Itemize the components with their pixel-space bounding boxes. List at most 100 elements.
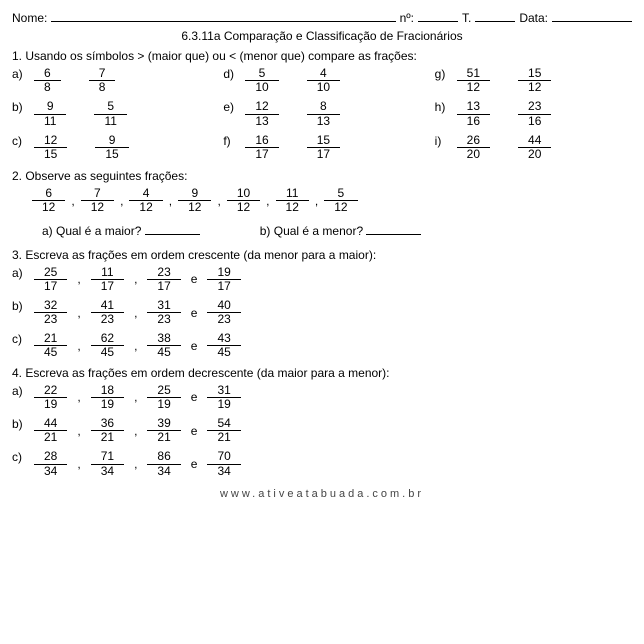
denominator: 10 — [245, 81, 278, 94]
denominator: 23 — [207, 313, 240, 326]
separator-comma: , — [73, 272, 84, 286]
fraction: 712 — [81, 187, 114, 214]
denominator: 12 — [457, 81, 490, 94]
separator-comma: , — [73, 306, 84, 320]
q2-sub-b: b) Qual é a menor? — [260, 223, 422, 238]
q2-sub-b-text: b) Qual é a menor? — [260, 224, 363, 238]
fraction: 6245 — [91, 332, 124, 359]
fraction-pair: 9 11511 — [34, 100, 127, 127]
numerator: 15 — [518, 67, 551, 81]
denominator: 17 — [245, 148, 278, 161]
fraction: 1617 — [245, 134, 278, 161]
fraction: 2219 — [34, 384, 67, 411]
denominator: 45 — [91, 346, 124, 359]
fraction: 68 — [34, 67, 61, 94]
numerator: 9 — [178, 187, 211, 201]
fraction: 511 — [94, 100, 126, 127]
fraction-row: a)2517,1117,2317e1917 — [12, 266, 632, 293]
numerator: 32 — [34, 299, 67, 313]
q2-sub-a-blank[interactable] — [145, 223, 200, 235]
q1-item: c)1215915 — [12, 134, 209, 161]
numerator: 39 — [147, 417, 180, 431]
numerator: 86 — [147, 450, 180, 464]
numerator: 40 — [207, 299, 240, 313]
fraction-sequence: 2834,7134,8634e7034 — [34, 450, 241, 477]
fraction: 1517 — [307, 134, 340, 161]
denominator: 16 — [457, 115, 490, 128]
denominator: 34 — [207, 465, 240, 478]
denominator: 12 — [178, 201, 211, 214]
separator-comma: , — [71, 194, 74, 208]
item-label: i) — [435, 134, 449, 148]
denominator: 21 — [207, 431, 240, 444]
fraction-pair: 1213813 — [245, 100, 340, 127]
numerator: 23 — [147, 266, 180, 280]
fraction-row: a) 2219,1819,2519e3119 — [12, 384, 632, 411]
denominator: 12 — [81, 201, 114, 214]
item-label: a) — [12, 67, 26, 81]
item-label: f) — [223, 134, 237, 148]
row-label: a) — [12, 384, 28, 398]
fraction: 5112 — [457, 67, 490, 94]
denominator: 45 — [207, 346, 240, 359]
denominator: 12 — [518, 81, 551, 94]
denominator: 23 — [147, 313, 180, 326]
fraction-sequence: 2219,1819,2519e3119 — [34, 384, 241, 411]
numerator: 7 — [89, 67, 116, 81]
separator-e: e — [187, 424, 202, 438]
denominator: 17 — [207, 280, 240, 293]
separator-e: e — [187, 306, 202, 320]
numerator: 22 — [34, 384, 67, 398]
numerator: 23 — [518, 100, 551, 114]
denominator: 11 — [94, 115, 126, 128]
q1-grid: a)6878d)510410g)51121512b)911511e)121381… — [12, 67, 632, 161]
denominator: 23 — [34, 313, 67, 326]
q1-instruction: 1. Usando os símbolos > (maior que) ou <… — [12, 49, 632, 63]
fraction: 4421 — [34, 417, 67, 444]
q1-item: h)13162316 — [435, 100, 632, 127]
item-label: e) — [223, 100, 237, 114]
fraction-pair: 26204420 — [457, 134, 552, 161]
numerator: 51 — [457, 67, 490, 81]
denominator: 16 — [518, 115, 551, 128]
numerator: 71 — [91, 450, 124, 464]
numerator: 7 — [81, 187, 114, 201]
fraction-sequence: 3223,4123,3123e4023 — [34, 299, 241, 326]
numerator: 28 — [34, 450, 67, 464]
separator-comma: , — [315, 194, 318, 208]
separator-comma: , — [130, 339, 141, 353]
separator-comma: , — [120, 194, 123, 208]
q2-sub-b-blank[interactable] — [366, 223, 421, 235]
q1-item: a)6878 — [12, 67, 209, 94]
q2-instruction: 2. Observe as seguintes frações: — [12, 169, 632, 183]
item-label: c) — [12, 134, 26, 148]
row-label: b) — [12, 299, 28, 313]
t-blank[interactable] — [475, 8, 515, 22]
fraction: 4123 — [91, 299, 124, 326]
fraction: 612 — [32, 187, 65, 214]
fraction-row: b)3223,4123,3123e4023 — [12, 299, 632, 326]
q2-sub-a-text: a) Qual é a maior? — [42, 224, 141, 238]
numerator: 70 — [207, 450, 240, 464]
numerator: 9 — [34, 100, 66, 114]
numerator: 16 — [245, 134, 278, 148]
row-label: b) — [12, 417, 28, 431]
numerator: 44 — [34, 417, 67, 431]
numerator: 31 — [147, 299, 180, 313]
fraction: 1819 — [91, 384, 124, 411]
date-blank[interactable] — [552, 8, 632, 22]
fraction: 1215 — [34, 134, 67, 161]
numerator: 11 — [276, 187, 309, 201]
row-label: c) — [12, 450, 28, 464]
q3-instruction: 3. Escreva as frações em ordem crescente… — [12, 248, 632, 262]
separator-comma: , — [130, 272, 141, 286]
name-blank[interactable] — [51, 8, 395, 22]
separator-comma: , — [73, 339, 84, 353]
num-blank[interactable] — [418, 8, 458, 22]
fraction-pair: 510410 — [245, 67, 340, 94]
fraction: 2519 — [147, 384, 180, 411]
fraction: 3845 — [147, 332, 180, 359]
numerator: 41 — [91, 299, 124, 313]
q2-sub-a: a) Qual é a maior? — [42, 223, 200, 238]
separator-comma: , — [130, 457, 141, 471]
